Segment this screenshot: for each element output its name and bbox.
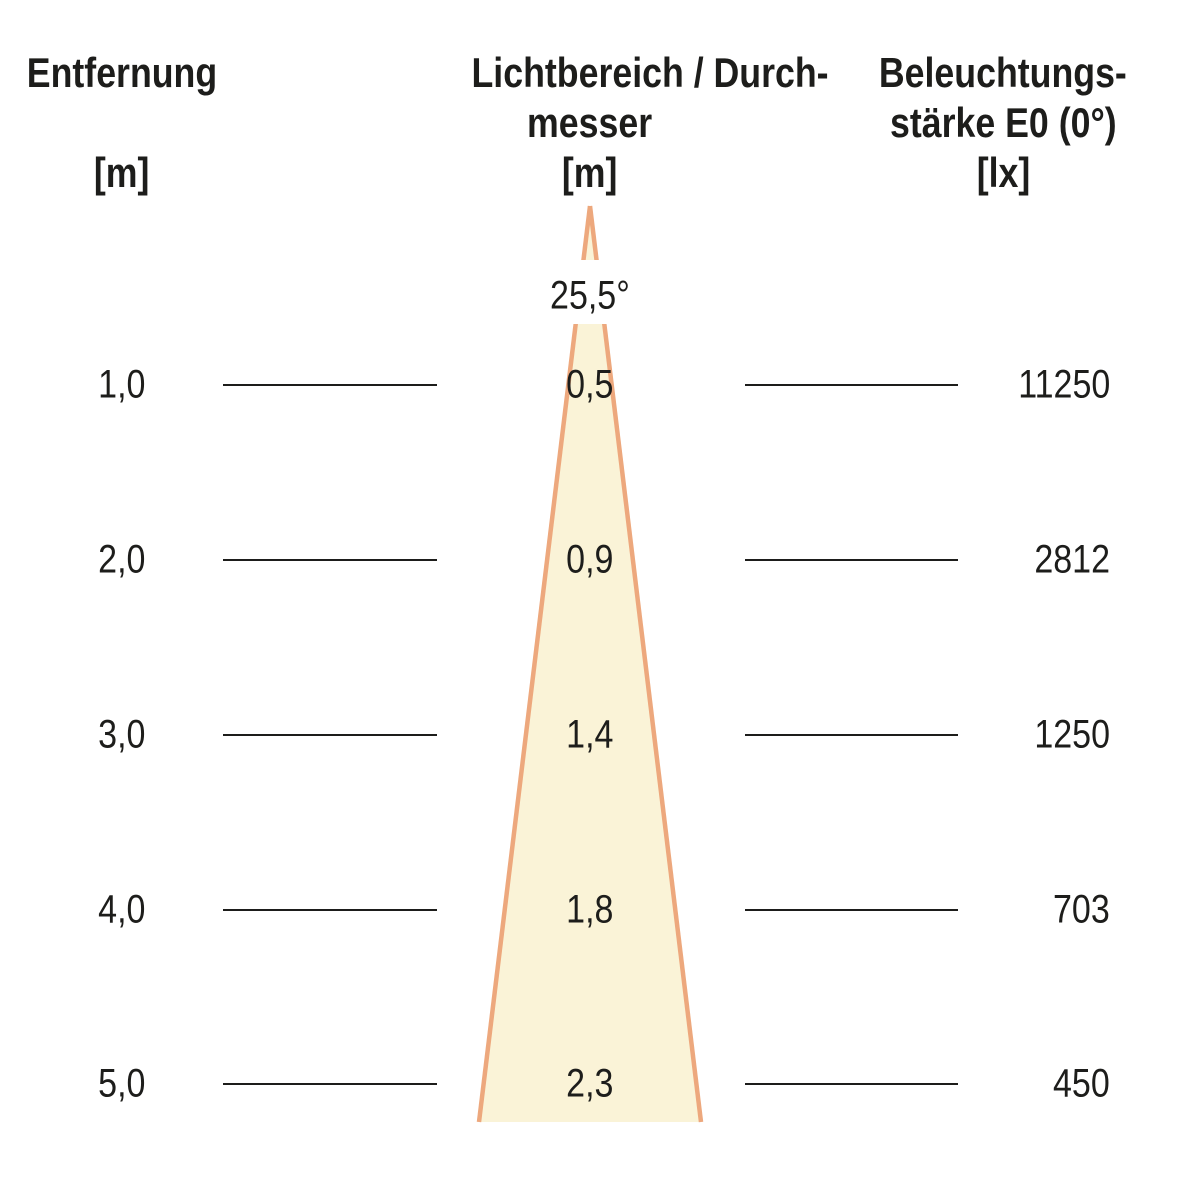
illuminance-value: 1250 [1034,712,1110,757]
illuminance-column-unit: [lx] [976,149,1030,196]
beam-cone-fill [479,206,701,1122]
beam-angle-value: 25,5° [550,273,630,318]
beam-cone-left-edge [476,205,593,1123]
right-rule [745,384,958,386]
illuminance-value: 2812 [1034,537,1110,582]
distance-value: 1,0 [98,362,146,407]
illuminance-value: 703 [1053,887,1110,932]
left-rule [223,909,437,911]
left-rule [223,559,437,561]
left-rule [223,384,437,386]
right-rule [745,909,958,911]
diameter-column-unit: [m] [562,149,618,196]
diameter-value: 1,8 [566,887,614,932]
right-rule [745,559,958,561]
distance-value: 4,0 [98,887,146,932]
illuminance-column-title: Beleuchtungs- stärke E0 (0°) [879,49,1127,146]
distance-column-unit: [m] [94,149,150,196]
distance-value: 3,0 [98,712,146,757]
left-rule [223,734,437,736]
diameter-value: 2,3 [566,1061,614,1106]
right-rule [745,734,958,736]
diameter-value: 0,9 [566,537,614,582]
diameter-value: 1,4 [566,712,614,757]
distance-value: 2,0 [98,537,146,582]
diameter-column-title: Lichtbereich / Durch- messer [471,49,829,146]
distance-column-title: Entfernung [26,49,218,96]
distance-value: 5,0 [98,1061,146,1106]
beam-angle-label-mask [538,260,642,324]
left-rule [223,1083,437,1085]
illuminance-value: 450 [1053,1061,1110,1106]
right-rule [745,1083,958,1085]
illuminance-value: 11250 [1017,362,1110,407]
beam-cone-right-edge [587,205,704,1123]
diameter-value: 0,5 [566,362,614,407]
